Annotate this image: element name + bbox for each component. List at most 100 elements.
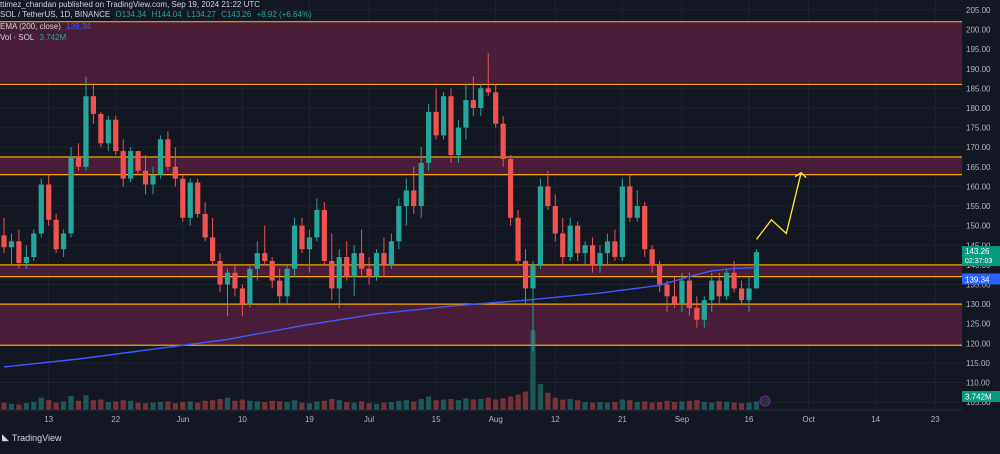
candle-body [224, 272, 231, 285]
candle-body [366, 268, 372, 277]
candle-body [381, 253, 387, 265]
change-value: +8.92 (+6.64%) [256, 10, 312, 19]
supply-demand-zone [0, 304, 962, 346]
volume-bar [649, 402, 655, 410]
volume-bar [277, 401, 283, 410]
volume-bar [716, 401, 722, 410]
volume-bar [306, 403, 313, 410]
brand-text: TradingView [11, 432, 62, 443]
ema-legend[interactable]: EMA (200, close) 139.34 [0, 22, 94, 31]
volume-bar [180, 402, 186, 410]
price-tick-label: 130.00 [966, 300, 991, 309]
candle-body [724, 272, 730, 297]
candle-body [359, 253, 365, 269]
volume-bar [351, 402, 357, 410]
volume-bar [433, 400, 439, 410]
candle-body [649, 249, 655, 265]
time-tick-label: 23 [931, 415, 940, 424]
close-value: C143.26 [221, 10, 252, 19]
volume-bar [195, 402, 201, 410]
volume-bar [68, 395, 74, 410]
candle-body [671, 296, 678, 305]
volume-bar [545, 392, 551, 410]
volume-legend[interactable]: Vol · SOL 3.742M [0, 33, 69, 42]
volume-bar [679, 401, 685, 410]
price-tick-label: 205.00 [966, 6, 991, 15]
candle-body [515, 217, 521, 261]
open-value: O134.34 [115, 10, 147, 19]
candle-body [105, 119, 111, 144]
time-tick-label: 13 [44, 415, 53, 424]
candle-body [23, 257, 29, 263]
volume-bar [224, 397, 231, 410]
volume-bar [98, 399, 104, 410]
volume-bar [619, 399, 625, 410]
ema-value: 139.34 [66, 22, 91, 31]
volume-bar [500, 398, 506, 410]
time-tick-label: Oct [802, 415, 815, 424]
volume-bar [522, 391, 529, 410]
candle-body [433, 111, 439, 136]
candle-body [269, 260, 275, 281]
volume-bar [321, 400, 327, 410]
candle-body [657, 264, 663, 285]
projection-path [755, 172, 802, 240]
volume-bar [418, 398, 424, 410]
candle-body [254, 253, 260, 269]
candle-body [306, 237, 313, 250]
last-price-badge [962, 246, 1000, 267]
volume-bar [1, 402, 7, 410]
volume-bar [589, 402, 596, 410]
high-value: H144.04 [151, 10, 182, 19]
candle-body [120, 151, 126, 179]
volume-bar [269, 400, 275, 410]
price-tick-label: 190.00 [966, 65, 991, 74]
arrow-head-icon [794, 171, 807, 179]
volume-bar [537, 384, 543, 410]
time-tick-label: Jun [176, 415, 189, 424]
price-tick-label: 155.00 [966, 202, 991, 211]
candle-body [694, 308, 700, 320]
candle-body [701, 300, 707, 320]
time-tick-label: 10 [238, 415, 247, 424]
publisher-line: ttimez_chandan published on TradingView.… [0, 0, 263, 9]
tradingview-logo[interactable]: ◣ TradingView [2, 432, 61, 443]
candle-body [552, 206, 558, 234]
time-tick-label: Sep [675, 415, 690, 424]
symbol-line: SOL / TetherUS, 1D, BINANCE O134.34 H144… [0, 10, 315, 19]
candle-body [679, 280, 685, 305]
volume-bar [16, 404, 22, 410]
price-tick-label: 125.00 [966, 320, 991, 329]
time-tick-label: 16 [745, 415, 754, 424]
volume-bar [75, 400, 82, 410]
volume-bar [657, 402, 663, 410]
candle-body [738, 288, 745, 301]
volume-bar [128, 400, 134, 410]
candle-body [351, 253, 357, 277]
price-tick-label: 110.00 [966, 379, 990, 388]
volume-bar [575, 400, 581, 410]
volume-bar [426, 396, 432, 410]
candle-body [239, 288, 245, 305]
candle-body [8, 241, 15, 248]
price-tick-label: 185.00 [966, 84, 991, 93]
price-tick-label: 145.00 [966, 241, 991, 250]
volume-bar [344, 402, 350, 410]
ema-badge-text: 139.34 [965, 275, 990, 284]
volume-bar [485, 397, 491, 410]
volume-bar [567, 398, 573, 410]
candle-body [128, 151, 134, 179]
volume-bar [202, 400, 208, 410]
time-tick-label: 12 [551, 415, 560, 424]
candle-body [709, 280, 715, 301]
volume-bar [597, 402, 603, 410]
volume-bar [232, 400, 238, 410]
candle-body [493, 92, 499, 124]
volume-bar [336, 400, 342, 410]
price-tick-label: 115.00 [966, 359, 990, 368]
volume-bar [403, 400, 409, 410]
candle-body [142, 170, 149, 185]
volume-bar [329, 398, 335, 410]
